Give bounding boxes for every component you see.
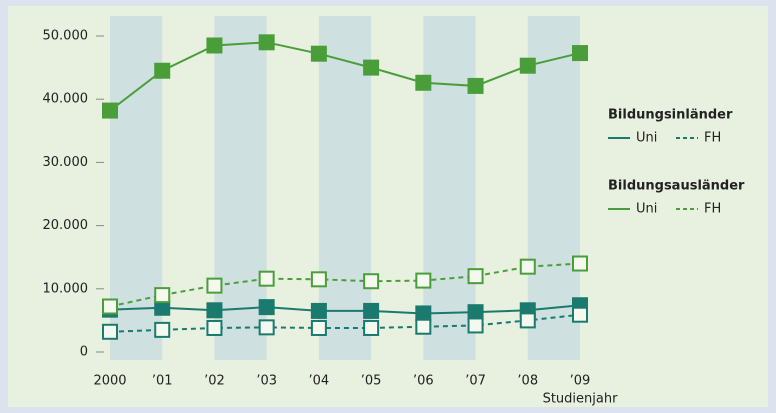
x-tick-label: ’09	[570, 374, 591, 389]
band	[527, 16, 580, 360]
legend-title: Bildungsausländer	[608, 179, 745, 194]
marker	[310, 319, 327, 336]
marker	[415, 74, 432, 91]
y-tick-label: 10.000	[43, 281, 89, 296]
legend-label: Uni	[636, 202, 657, 217]
x-tick-label: ’02	[204, 374, 225, 389]
marker	[310, 302, 327, 319]
marker	[258, 299, 275, 316]
x-tick-label: 2000	[93, 374, 126, 389]
marker	[572, 255, 588, 272]
x-tick-label: ’06	[413, 374, 434, 389]
marker	[206, 319, 223, 336]
marker	[154, 62, 171, 79]
marker	[154, 287, 171, 304]
series-line	[109, 262, 581, 308]
series-line	[109, 41, 581, 112]
marker	[102, 298, 118, 315]
y-tick-label: 50.000	[43, 29, 89, 44]
marker	[258, 270, 275, 287]
marker	[572, 45, 588, 62]
marker	[415, 272, 432, 289]
x-tick-label: ’04	[309, 374, 330, 389]
series-line	[109, 304, 581, 315]
x-tick-label: ’07	[465, 374, 486, 389]
marker	[206, 302, 223, 319]
band	[110, 16, 163, 360]
marker	[206, 277, 223, 294]
marker	[310, 271, 327, 288]
marker	[467, 268, 484, 285]
band	[318, 16, 372, 360]
marker	[310, 45, 327, 62]
marker	[102, 323, 118, 340]
marker	[363, 273, 380, 290]
x-tick-label: ’05	[361, 374, 382, 389]
marker	[467, 304, 484, 321]
x-tick-label: ’01	[152, 374, 173, 389]
band	[214, 16, 267, 360]
marker	[363, 59, 380, 76]
series-line	[109, 313, 581, 333]
legend-title: Bildungsinländer	[608, 108, 733, 123]
marker	[363, 302, 380, 319]
legend-label: FH	[704, 131, 721, 146]
marker	[154, 321, 171, 338]
marker	[206, 37, 223, 54]
band	[423, 16, 476, 360]
marker	[519, 312, 536, 329]
x-tick-label: ’08	[517, 374, 538, 389]
legend-label: Uni	[636, 131, 657, 146]
y-tick-label: 30.000	[43, 155, 89, 170]
marker	[415, 305, 432, 322]
marker	[258, 34, 275, 51]
x-axis-label: Studienjahr	[543, 392, 619, 407]
marker	[102, 102, 118, 119]
marker	[363, 319, 380, 336]
marker	[572, 306, 588, 323]
marker	[519, 57, 536, 74]
y-tick-label: 40.000	[43, 92, 89, 107]
y-tick-label: 0	[80, 345, 88, 360]
x-tick-label: ’03	[256, 374, 277, 389]
marker	[415, 318, 432, 335]
marker	[258, 319, 275, 336]
marker	[467, 317, 484, 334]
legend-label: FH	[704, 202, 721, 217]
marker	[519, 258, 536, 275]
marker	[467, 77, 484, 94]
y-tick-label: 20.000	[43, 218, 89, 233]
